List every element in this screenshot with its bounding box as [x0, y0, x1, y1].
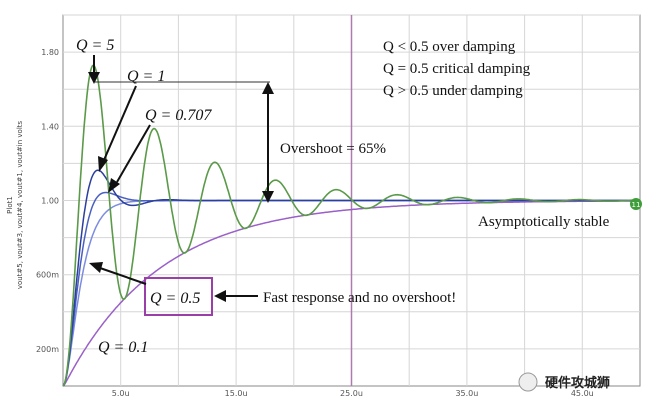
end-marker	[630, 198, 642, 210]
arrow-q5-head	[88, 72, 100, 84]
axis-layer: 5.0u 15.0u 25.0u 35.0u 45.0u 200m 600m 1.00 1.40…	[36, 48, 594, 398]
fast-response-label: Fast response and no overshoot!	[263, 290, 456, 306]
x-tick-label: 25.0u	[340, 389, 363, 398]
arrow-q1	[103, 85, 137, 161]
arrow-q1-head	[98, 156, 108, 172]
arrow-q05	[99, 267, 147, 285]
stable-label: Asymptotically stable	[478, 214, 610, 230]
overshoot-label: Overshoot = 65%	[280, 141, 386, 157]
y-tick-label: 1.00	[41, 197, 59, 206]
overshoot-arrow-up	[262, 82, 274, 94]
y-tick-label: 200m	[36, 345, 59, 354]
series-label-q01: Q = 0.1	[98, 339, 148, 356]
x-tick-label: 5.0u	[112, 389, 130, 398]
series-layer	[62, 64, 640, 387]
wechat-icon	[518, 372, 538, 392]
y-axis-title: Plot1	[6, 196, 14, 214]
legend-critical-damping: Q = 0.5 critical damping	[383, 61, 531, 77]
end-marker-label: 11	[632, 201, 641, 209]
x-tick-label: 45.0u	[571, 389, 594, 398]
x-tick-label: 35.0u	[455, 389, 478, 398]
series-label-q5: Q = 5	[76, 37, 114, 54]
arrow-q05-head	[89, 262, 103, 273]
series-label-q05: Q = 0.5	[150, 290, 200, 307]
q05-highlight-box	[144, 277, 213, 316]
legend-over-damping: Q < 0.5 over damping	[383, 39, 516, 55]
arrow-fast-response-head	[214, 290, 226, 302]
y-axis-series-label: vout#5, vout#3, vout#4, vout#1, vout#in …	[16, 120, 24, 289]
series-line-q-5	[62, 64, 640, 387]
y-tick-label: 600m	[36, 271, 59, 280]
series-label-q0707: Q = 0.707	[145, 107, 212, 124]
overshoot-arrow-down	[262, 191, 274, 203]
x-tick-label: 15.0u	[225, 389, 248, 398]
arrow-q0707-head	[108, 178, 120, 193]
y-tick-label: 1.80	[41, 48, 59, 57]
legend-under-damping: Q > 0.5 under damping	[383, 83, 523, 99]
series-label-q1: Q = 1	[127, 68, 165, 85]
watermark-text: 硬件攻城狮	[545, 375, 610, 391]
y-tick-label: 1.40	[41, 122, 59, 131]
arrow-q0707	[116, 124, 151, 183]
annotation-arrows	[88, 55, 274, 302]
